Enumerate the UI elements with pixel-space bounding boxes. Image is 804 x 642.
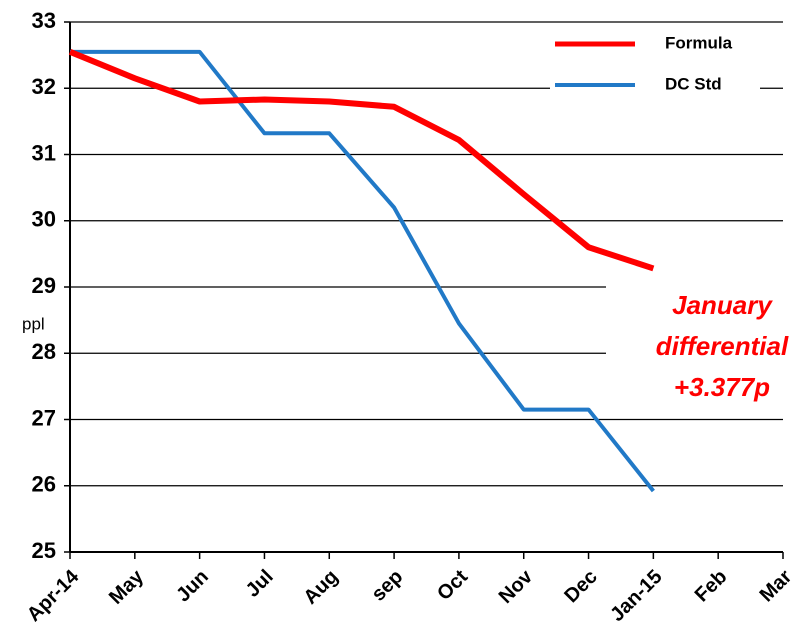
x-tick-label: Jun	[172, 566, 213, 607]
y-tick-label: 33	[32, 8, 56, 33]
annotation-box	[606, 276, 804, 400]
x-tick-label: Aug	[299, 566, 342, 609]
x-tick-label: Mar	[756, 566, 797, 607]
y-tick-label: 29	[32, 273, 56, 298]
series-line	[70, 49, 655, 493]
legend-label: DC Std	[665, 74, 722, 93]
y-tick-label: 26	[32, 472, 56, 497]
y-tick-label: 27	[32, 405, 56, 430]
annotation: January	[672, 290, 773, 320]
x-tick-label: Feb	[691, 566, 732, 607]
x-tick-label: Jul	[242, 566, 278, 602]
x-tick-label: May	[105, 565, 149, 609]
y-tick-label: 28	[32, 339, 56, 364]
y-tick-label: 32	[32, 74, 56, 99]
x-tick-label: Apr-14	[23, 565, 84, 626]
legend-label: Formula	[665, 33, 733, 52]
legend-box	[550, 28, 760, 100]
y-tick-label: 25	[32, 538, 56, 563]
x-tick-label: sep	[367, 566, 407, 606]
annotation: +3.377p	[674, 372, 770, 402]
y-tick-label: 31	[32, 140, 56, 165]
x-tick-label: Nov	[495, 565, 538, 608]
series-line	[68, 49, 655, 272]
y-axis-label: ppl	[22, 314, 45, 333]
y-tick-label: 30	[32, 207, 56, 232]
x-tick-label: Dec	[560, 566, 602, 608]
x-tick-label: Oct	[433, 565, 472, 604]
annotation: differential	[656, 331, 789, 361]
x-tick-label: Jan-15	[606, 566, 666, 626]
